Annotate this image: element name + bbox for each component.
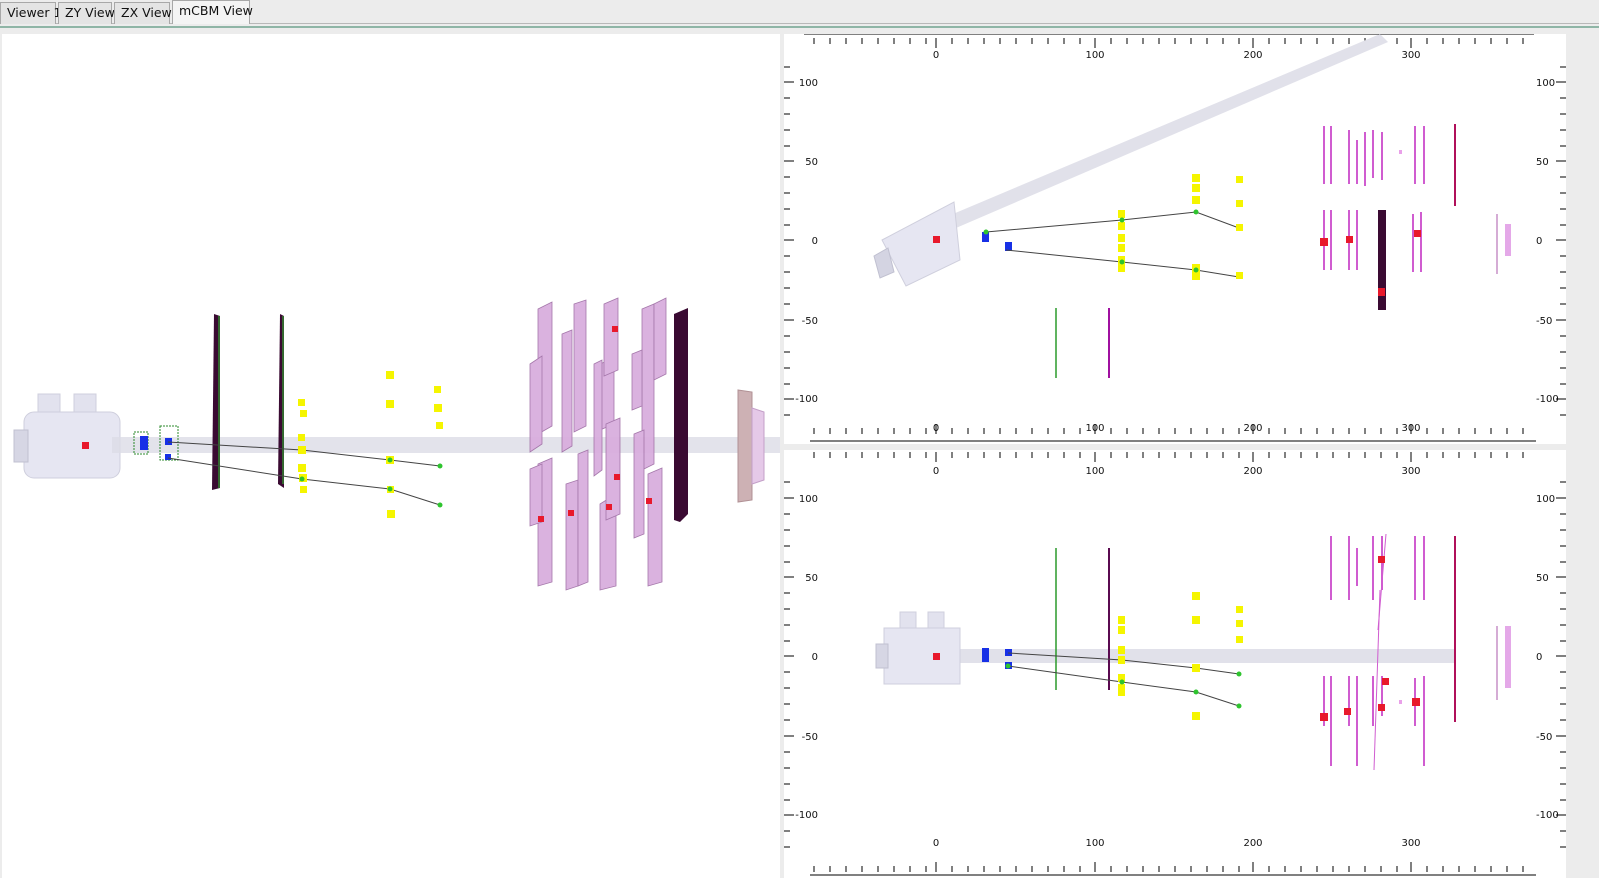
x-tick-label: 300 [1401, 50, 1420, 61]
x-tick-label: 100 [1085, 838, 1104, 849]
y-tick-label: 50 [805, 157, 818, 168]
y-tick-label: 100 [1536, 494, 1555, 505]
x-tick-label: 200 [1243, 838, 1262, 849]
y-tick-label: 50 [1536, 157, 1549, 168]
vertex-hit [82, 442, 89, 449]
y-tick-label: -100 [795, 394, 818, 405]
x-tick-label: 200 [1243, 50, 1262, 61]
beampipe [954, 649, 1454, 663]
tof-hits [1320, 230, 1421, 296]
x-tick-label: 0 [933, 838, 939, 849]
vertical-splitter[interactable] [780, 32, 784, 878]
y-tick-label: -50 [802, 316, 818, 327]
tof-hits [1320, 556, 1420, 721]
y-tick-label: 100 [1536, 78, 1555, 89]
small-pad [1399, 150, 1402, 154]
y-tick-label: -50 [1536, 732, 1552, 743]
x-tick-label: 100 [1085, 50, 1104, 61]
target-chamber [873, 201, 961, 287]
track-points [299, 457, 443, 508]
x-tick-label: 300 [1401, 838, 1420, 849]
beampipe [934, 34, 1388, 234]
view-separator-band [0, 24, 1599, 32]
y-tick-label: -50 [1536, 316, 1552, 327]
y-tick-label: -50 [802, 732, 818, 743]
tof-modules [1323, 533, 1425, 771]
tab-zy-view[interactable]: ZY View [58, 2, 115, 24]
track-points [1005, 663, 1242, 709]
y-tick-label: 0 [1536, 236, 1542, 247]
psd-plane-2 [1505, 626, 1511, 688]
3d-scene [13, 297, 780, 591]
dark-plane-1 [212, 314, 220, 490]
tracks [985, 211, 1240, 278]
x-tick-label: 0 [933, 50, 939, 61]
tab-zx-view[interactable]: ZX View [114, 2, 172, 24]
vertex-hit [933, 653, 940, 660]
tracks [167, 441, 441, 506]
zy-view-pane[interactable]: 0 100 200 300 0 100 200 300 100 50 0 -50… [784, 34, 1566, 444]
y-tick-label: -100 [1536, 810, 1559, 821]
sts-hits [982, 232, 1012, 251]
zx-view-pane[interactable]: 0 100 200 300 0 100 200 300 100 50 0 -50… [784, 450, 1566, 878]
x-tick-label: 200 [1243, 466, 1262, 477]
x-tick-label: 300 [1401, 466, 1420, 477]
y-tick-label: 0 [812, 236, 818, 247]
dark-tof-wall [674, 308, 688, 522]
zx-plot: 0 100 200 300 0 100 200 300 100 50 0 -50… [784, 452, 1566, 876]
tof-modules [529, 297, 667, 591]
y-tick-label: -100 [1536, 394, 1559, 405]
y-tick-label: 0 [1536, 652, 1542, 663]
y-tick-label: 50 [805, 573, 818, 584]
dark-tof-wall [1378, 210, 1386, 310]
psd-plane-2 [1505, 224, 1511, 256]
3d-viewer[interactable] [2, 34, 780, 878]
x-tick-label: 0 [933, 466, 939, 477]
tab-mcbm-view[interactable]: mCBM View [172, 0, 253, 24]
tab-viewer-1[interactable]: Viewer 1 [0, 2, 61, 24]
y-tick-label: 100 [799, 494, 818, 505]
downstream-detector [737, 389, 765, 503]
target-chamber [13, 393, 121, 479]
vertex-hit [933, 236, 940, 243]
y-tick-label: -100 [795, 810, 818, 821]
track-points [983, 209, 1199, 273]
tracks [1007, 652, 1240, 707]
x-tick-label: 100 [1085, 466, 1104, 477]
y-tick-label: 0 [812, 652, 818, 663]
zy-plot: 0 100 200 300 0 100 200 300 100 50 0 -50… [784, 34, 1566, 442]
y-tick-label: 50 [1536, 573, 1549, 584]
yellow-pads [1118, 174, 1243, 280]
tof-modules [1323, 126, 1425, 272]
tof-hits [538, 326, 652, 522]
small-pad [1399, 700, 1402, 704]
yellow-pads [1118, 592, 1243, 720]
horizontal-splitter[interactable] [784, 444, 1566, 450]
target-chamber [875, 611, 961, 685]
y-tick-label: 100 [799, 78, 818, 89]
tab-bar: Viewer 1 ZY View ZX View mCBM View [0, 0, 1599, 24]
tick-marks [784, 452, 1566, 876]
